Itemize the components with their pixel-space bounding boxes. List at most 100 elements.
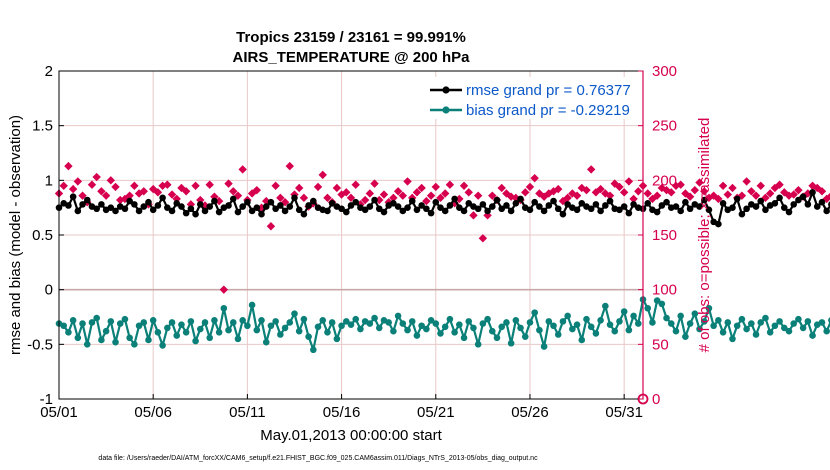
bias-point bbox=[653, 297, 661, 304]
bias-point bbox=[145, 336, 152, 344]
rmse-point bbox=[437, 204, 444, 211]
x-tick-label: 05/31 bbox=[605, 404, 643, 421]
rmse-point bbox=[771, 199, 779, 207]
obs-assimilated-point bbox=[723, 190, 732, 199]
obs-assimilated-point bbox=[134, 189, 144, 198]
rmse-point bbox=[597, 207, 604, 215]
rmse-point bbox=[291, 194, 298, 202]
rmse-point bbox=[696, 203, 703, 210]
y-tick-label-left: 1.5 bbox=[32, 118, 53, 135]
rmse-point bbox=[149, 206, 157, 214]
rmse-point bbox=[790, 201, 798, 208]
obs-assimilated-point bbox=[318, 170, 327, 180]
bias-point bbox=[418, 322, 425, 330]
rmse-point bbox=[441, 207, 449, 215]
bias-point bbox=[724, 319, 732, 326]
rmse-point bbox=[785, 208, 793, 216]
rmse-point bbox=[234, 208, 242, 216]
obs-assimilated-point bbox=[271, 181, 280, 190]
bias-point bbox=[667, 320, 675, 327]
rmse-point bbox=[780, 204, 788, 211]
rmse-point bbox=[700, 196, 708, 204]
bias-point bbox=[324, 329, 331, 336]
bias-point bbox=[366, 320, 374, 327]
bias-point bbox=[484, 315, 491, 323]
obs-assimilated-point bbox=[153, 188, 163, 197]
data-file-footnote: data file: /Users/raeder/DAI/ATM_forcXX/… bbox=[98, 455, 538, 462]
rmse-point bbox=[823, 207, 830, 215]
obs-assimilated-point bbox=[827, 192, 830, 199]
bias-point bbox=[83, 341, 91, 348]
obs-assimilated-point bbox=[130, 181, 139, 190]
obs-assimilated-point bbox=[469, 211, 478, 220]
bias-point bbox=[757, 319, 765, 326]
rmse-point bbox=[465, 199, 473, 207]
bias-point bbox=[390, 327, 397, 335]
rmse-point bbox=[427, 209, 435, 217]
rmse-point bbox=[399, 207, 407, 215]
rmse-point bbox=[663, 198, 670, 206]
y-tick-label-right: 200 bbox=[652, 172, 677, 189]
bias-point bbox=[602, 302, 609, 310]
x-tick-label: 05/16 bbox=[323, 404, 361, 421]
bias-point bbox=[225, 326, 232, 334]
bias-point bbox=[211, 316, 218, 324]
bias-point bbox=[272, 318, 279, 325]
rmse-point bbox=[267, 198, 275, 206]
obs-assimilated-point bbox=[619, 188, 629, 197]
bias-point bbox=[587, 323, 595, 331]
obs-assimilated-point bbox=[601, 189, 610, 198]
obs-assimilated-point bbox=[87, 180, 97, 189]
legend-bias-marker bbox=[442, 106, 450, 114]
obs-assimilated-point bbox=[591, 188, 601, 197]
obs-assimilated-point bbox=[718, 181, 728, 190]
bias-point bbox=[182, 329, 190, 336]
bias-point bbox=[606, 321, 614, 328]
y-tick-label-right: 50 bbox=[652, 336, 669, 353]
rmse-point bbox=[715, 220, 722, 228]
bias-point bbox=[488, 327, 496, 335]
bias-point bbox=[456, 321, 463, 328]
obs-assimilated-point bbox=[68, 184, 78, 194]
rmse-point bbox=[394, 203, 402, 210]
rmse-point bbox=[173, 199, 181, 207]
bias-point bbox=[215, 329, 223, 336]
bias-point bbox=[258, 316, 265, 324]
rmse-point bbox=[474, 205, 482, 213]
rmse-point bbox=[479, 201, 487, 208]
obs-assimilated-point bbox=[412, 188, 422, 197]
series-obs-assimilated bbox=[54, 161, 830, 294]
rmse-point bbox=[799, 193, 807, 201]
y-tick-label-right: 300 bbox=[652, 63, 677, 80]
bias-point bbox=[441, 323, 449, 331]
obs-assimilated-point bbox=[365, 189, 375, 198]
bias-point bbox=[116, 320, 124, 327]
rmse-point bbox=[300, 210, 308, 218]
obs-assimilated-point bbox=[191, 181, 200, 190]
obs-assimilated-point bbox=[73, 177, 83, 186]
obs-assimilated-point bbox=[586, 165, 596, 174]
obs-assimilated-point bbox=[426, 191, 436, 200]
bias-point bbox=[616, 318, 623, 325]
rmse-point bbox=[658, 202, 666, 209]
rmse-point bbox=[804, 201, 812, 208]
obs-assimilated-point bbox=[554, 184, 563, 194]
bias-point bbox=[809, 332, 816, 339]
bias-point bbox=[470, 324, 477, 332]
rmse-point bbox=[507, 207, 515, 215]
y-tick-label-left: 0.5 bbox=[32, 227, 53, 244]
rmse-point bbox=[559, 210, 567, 218]
rmse-point bbox=[738, 210, 746, 218]
bias-point bbox=[531, 309, 538, 316]
rmse-point bbox=[154, 202, 162, 209]
rmse-point bbox=[69, 193, 77, 201]
obs-assimilated-point bbox=[252, 185, 262, 195]
bias-point bbox=[564, 312, 571, 320]
bias-point bbox=[98, 336, 105, 344]
bias-point bbox=[168, 319, 176, 326]
bias-point bbox=[762, 314, 769, 322]
bias-point bbox=[625, 326, 633, 334]
rmse-point bbox=[677, 207, 684, 215]
bias-point bbox=[140, 319, 148, 326]
obs-assimilated-point bbox=[643, 189, 652, 198]
